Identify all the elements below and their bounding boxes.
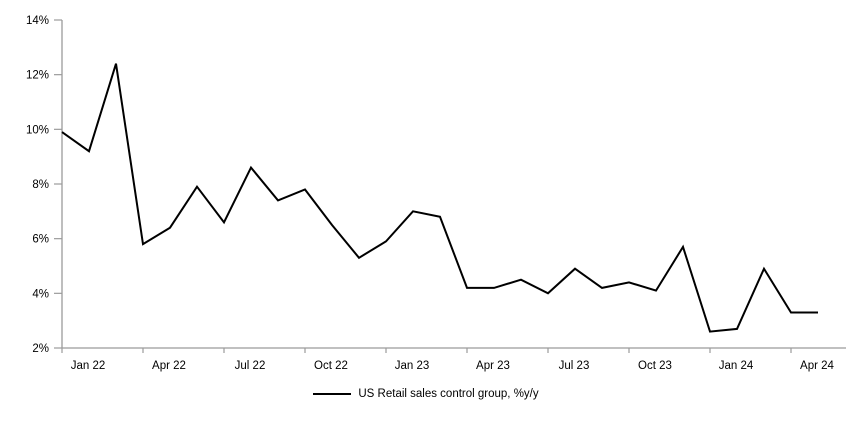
x-tick-label: Jan 24 bbox=[719, 360, 754, 372]
x-tick-label: Oct 23 bbox=[638, 360, 672, 372]
x-tick-label: Jul 22 bbox=[235, 360, 266, 372]
x-tick-label: Apr 24 bbox=[800, 360, 834, 372]
x-tick-label: Oct 22 bbox=[314, 360, 348, 372]
legend-line-sample bbox=[313, 393, 352, 395]
x-tick-label: Jul 23 bbox=[559, 360, 590, 372]
y-tick-label: 4% bbox=[32, 288, 49, 300]
y-tick-label: 8% bbox=[32, 179, 49, 191]
chart-legend: US Retail sales control group, %y/y bbox=[0, 388, 852, 400]
legend-series-label: US Retail sales control group, %y/y bbox=[358, 388, 539, 400]
y-tick-label: 14% bbox=[26, 15, 49, 27]
series-line-us-retail-control-group bbox=[61, 63, 818, 333]
y-tick-label: 2% bbox=[32, 343, 49, 355]
y-tick-label: 12% bbox=[26, 70, 49, 82]
x-tick-label: Jan 22 bbox=[71, 360, 106, 372]
y-tick-label: 6% bbox=[32, 234, 49, 246]
x-tick-label: Apr 22 bbox=[152, 360, 186, 372]
y-tick-label: 10% bbox=[26, 124, 49, 136]
x-tick-label: Jan 23 bbox=[395, 360, 430, 372]
x-tick-label: Apr 23 bbox=[476, 360, 510, 372]
